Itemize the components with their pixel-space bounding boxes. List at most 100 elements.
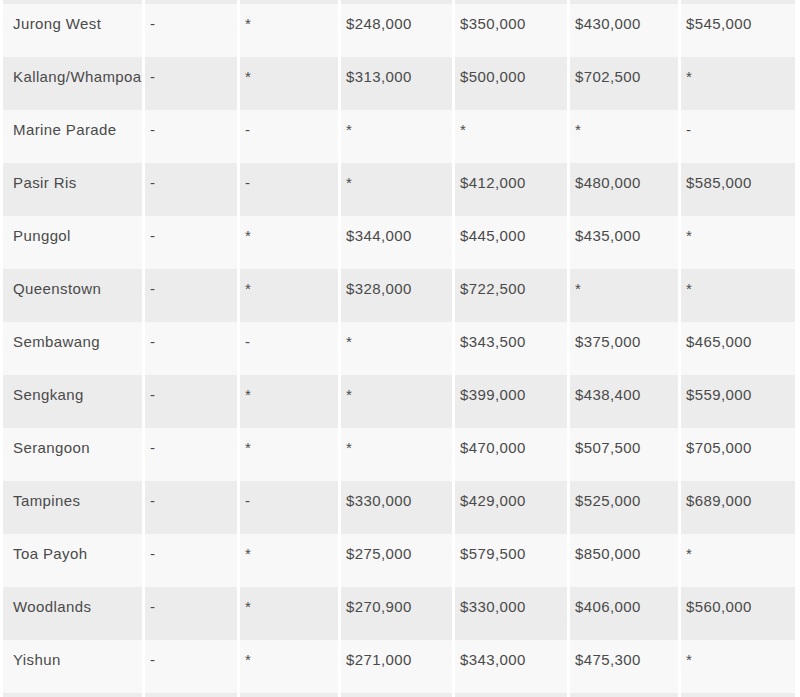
table-row: Toa Payoh-*$275,000$579,500$850,000* — [0, 534, 800, 587]
price-cell: $545,000 — [681, 4, 795, 57]
price-cell: $702,500 — [570, 57, 678, 110]
price-cell: $470,000 — [455, 428, 567, 481]
table-row: Kallang/Whampoa-*$313,000$500,000$702,50… — [0, 57, 800, 110]
price-cell: * — [240, 534, 338, 587]
price-cell: - — [145, 163, 237, 216]
price-cell: - — [145, 4, 237, 57]
price-table: Jurong West-*$248,000$350,000$430,000$54… — [0, 0, 800, 697]
price-cell: $722,500 — [455, 269, 567, 322]
table-row: Serangoon-**$470,000$507,500$705,000 — [0, 428, 800, 481]
price-cell: $350,000 — [455, 4, 567, 57]
price-cell: $585,000 — [681, 163, 795, 216]
price-cell: * — [681, 534, 795, 587]
price-cell: $705,000 — [681, 428, 795, 481]
price-cell: $343,000 — [455, 640, 567, 693]
price-cell: $438,400 — [570, 375, 678, 428]
price-cell: - — [145, 534, 237, 587]
table-row-partial — [0, 693, 800, 697]
table-row: Punggol-*$344,000$445,000$435,000* — [0, 216, 800, 269]
price-cell: * — [240, 269, 338, 322]
price-cell: $507,500 — [570, 428, 678, 481]
town-name-cell: Punggol — [3, 216, 142, 269]
price-cell: - — [240, 163, 338, 216]
price-cell: * — [240, 57, 338, 110]
table-row: Tampines--$330,000$429,000$525,000$689,0… — [0, 481, 800, 534]
price-cell: $465,000 — [681, 322, 795, 375]
price-cell: - — [240, 481, 338, 534]
table-row: Marine Parade--***- — [0, 110, 800, 163]
price-cell: $248,000 — [341, 4, 452, 57]
town-name-cell: Sengkang — [3, 375, 142, 428]
price-cell: - — [145, 481, 237, 534]
price-cell: * — [240, 587, 338, 640]
price-cell: $375,000 — [570, 322, 678, 375]
empty-cell — [341, 693, 452, 697]
price-cell: * — [341, 163, 452, 216]
empty-cell — [145, 693, 237, 697]
town-name-cell: Tampines — [3, 481, 142, 534]
empty-cell — [681, 693, 795, 697]
price-cell: - — [145, 57, 237, 110]
price-cell: $330,000 — [341, 481, 452, 534]
price-cell: - — [145, 375, 237, 428]
price-cell: - — [240, 322, 338, 375]
price-cell: * — [240, 4, 338, 57]
price-cell: * — [681, 640, 795, 693]
price-cell: $559,000 — [681, 375, 795, 428]
empty-cell — [570, 693, 678, 697]
price-cell: * — [240, 375, 338, 428]
town-name-cell: Kallang/Whampoa — [3, 57, 142, 110]
price-cell: $480,000 — [570, 163, 678, 216]
town-name-cell: Toa Payoh — [3, 534, 142, 587]
town-name-cell: Marine Parade — [3, 110, 142, 163]
price-cell: $270,900 — [341, 587, 452, 640]
price-cell: $343,500 — [455, 322, 567, 375]
price-cell: * — [681, 216, 795, 269]
price-cell: * — [681, 57, 795, 110]
price-cell: $475,300 — [570, 640, 678, 693]
price-cell: * — [240, 216, 338, 269]
empty-cell — [455, 693, 567, 697]
price-cell: $330,000 — [455, 587, 567, 640]
table-row: Queenstown-*$328,000$722,500** — [0, 269, 800, 322]
price-cell: * — [455, 110, 567, 163]
table-row: Sembawang--*$343,500$375,000$465,000 — [0, 322, 800, 375]
price-cell: $328,000 — [341, 269, 452, 322]
price-cell: $560,000 — [681, 587, 795, 640]
price-cell: * — [570, 269, 678, 322]
price-cell: $850,000 — [570, 534, 678, 587]
town-name-cell: Queenstown — [3, 269, 142, 322]
table-row: Sengkang-**$399,000$438,400$559,000 — [0, 375, 800, 428]
empty-cell — [240, 693, 338, 697]
price-cell: $412,000 — [455, 163, 567, 216]
price-cell: $344,000 — [341, 216, 452, 269]
price-cell: $500,000 — [455, 57, 567, 110]
table-row: Pasir Ris--*$412,000$480,000$585,000 — [0, 163, 800, 216]
price-cell: - — [145, 216, 237, 269]
price-cell: * — [681, 269, 795, 322]
table-row: Woodlands-*$270,900$330,000$406,000$560,… — [0, 587, 800, 640]
price-cell: $271,000 — [341, 640, 452, 693]
price-cell: - — [681, 110, 795, 163]
price-cell: $275,000 — [341, 534, 452, 587]
price-cell: $399,000 — [455, 375, 567, 428]
price-cell: - — [145, 110, 237, 163]
price-cell: $689,000 — [681, 481, 795, 534]
price-cell: - — [145, 587, 237, 640]
empty-cell — [3, 693, 142, 697]
town-name-cell: Pasir Ris — [3, 163, 142, 216]
price-cell: - — [145, 322, 237, 375]
table-row: Jurong West-*$248,000$350,000$430,000$54… — [0, 4, 800, 57]
price-cell: * — [240, 428, 338, 481]
price-cell: $430,000 — [570, 4, 678, 57]
price-cell: $313,000 — [341, 57, 452, 110]
price-cell: * — [341, 428, 452, 481]
price-cell: $406,000 — [570, 587, 678, 640]
price-cell: * — [341, 110, 452, 163]
town-name-cell: Jurong West — [3, 4, 142, 57]
price-cell: $429,000 — [455, 481, 567, 534]
price-cell: $525,000 — [570, 481, 678, 534]
price-cell: $445,000 — [455, 216, 567, 269]
table-row: Yishun-*$271,000$343,000$475,300* — [0, 640, 800, 693]
price-cell: * — [341, 375, 452, 428]
